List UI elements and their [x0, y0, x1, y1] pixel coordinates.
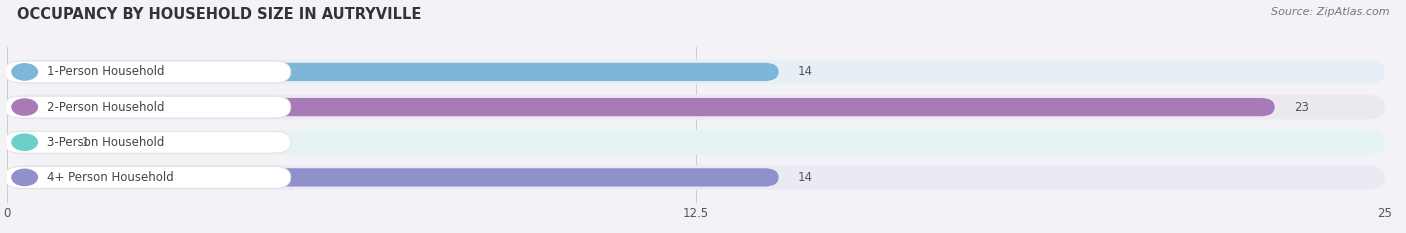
FancyBboxPatch shape: [7, 60, 1385, 84]
Circle shape: [11, 169, 38, 185]
Text: 1: 1: [82, 136, 89, 149]
Text: 4+ Person Household: 4+ Person Household: [46, 171, 173, 184]
FancyBboxPatch shape: [7, 133, 62, 151]
FancyBboxPatch shape: [4, 131, 291, 153]
Circle shape: [11, 64, 38, 80]
Text: 3-Person Household: 3-Person Household: [46, 136, 165, 149]
FancyBboxPatch shape: [7, 165, 1385, 190]
Text: 23: 23: [1294, 101, 1309, 113]
FancyBboxPatch shape: [7, 168, 779, 187]
Circle shape: [11, 134, 38, 150]
Text: Source: ZipAtlas.com: Source: ZipAtlas.com: [1271, 7, 1389, 17]
FancyBboxPatch shape: [4, 61, 291, 83]
Text: 1-Person Household: 1-Person Household: [46, 65, 165, 79]
Text: 2-Person Household: 2-Person Household: [46, 101, 165, 113]
FancyBboxPatch shape: [4, 167, 291, 188]
Circle shape: [11, 99, 38, 115]
FancyBboxPatch shape: [7, 95, 1385, 119]
Text: OCCUPANCY BY HOUSEHOLD SIZE IN AUTRYVILLE: OCCUPANCY BY HOUSEHOLD SIZE IN AUTRYVILL…: [17, 7, 422, 22]
FancyBboxPatch shape: [7, 98, 1275, 116]
FancyBboxPatch shape: [4, 96, 291, 118]
Text: 14: 14: [799, 65, 813, 79]
FancyBboxPatch shape: [7, 63, 779, 81]
FancyBboxPatch shape: [7, 130, 1385, 154]
Text: 14: 14: [799, 171, 813, 184]
